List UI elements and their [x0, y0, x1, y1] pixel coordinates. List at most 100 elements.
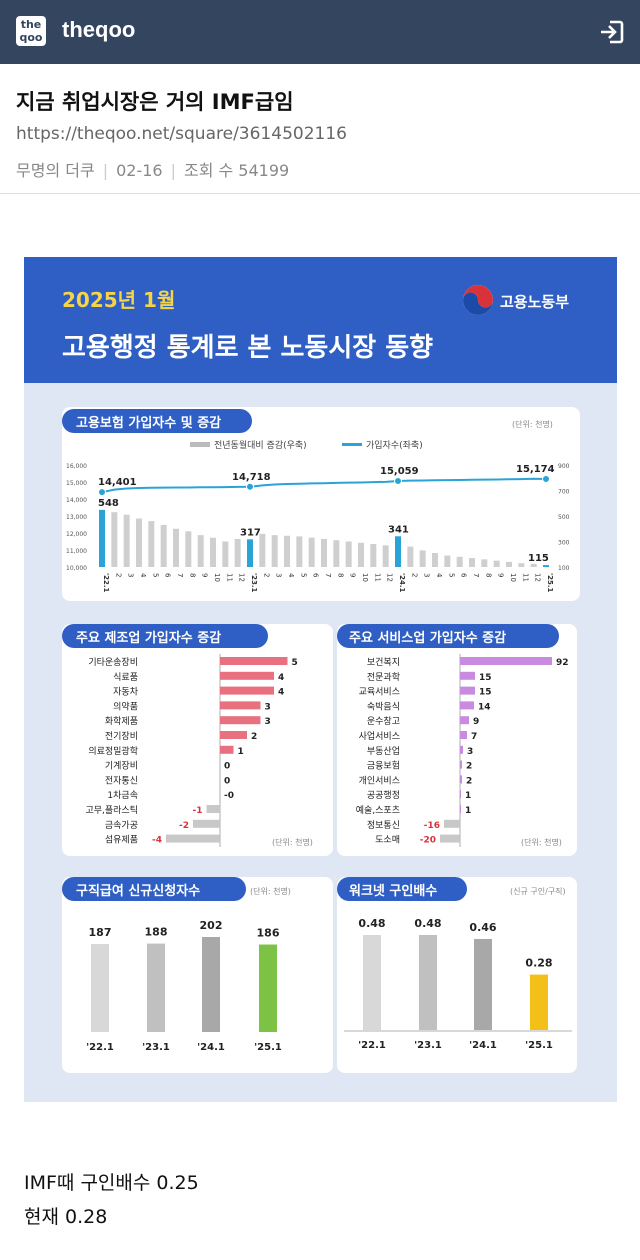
worknet-value-label: 0.48 [414, 917, 441, 930]
y-right-tick: 900 [558, 463, 570, 470]
worknet-x-label: '25.1 [525, 1040, 553, 1051]
card-manufacturing [62, 624, 333, 856]
y-left-tick: 16,000 [66, 463, 87, 470]
services-value-label: 1 [465, 791, 471, 801]
x-tick-label: 3 [127, 573, 135, 577]
theqoo-logo[interactable]: the qoo [16, 16, 46, 46]
change-bar [432, 552, 438, 567]
worknet-bar [419, 935, 437, 1030]
change-bar [111, 512, 118, 567]
manufacturing-bar [220, 731, 247, 739]
manufacturing-category-label: 의료정밀광학 [88, 745, 138, 757]
manufacturing-category-label: 자동차 [113, 686, 139, 698]
change-bar [284, 535, 290, 567]
x-tick-label: 4 [139, 573, 147, 578]
x-tick-label: 11 [521, 573, 529, 582]
y-left-tick: 14,000 [66, 497, 87, 504]
y-right-tick: 500 [558, 514, 570, 521]
ministry-name: 고용노동부 [500, 293, 569, 311]
x-tick-label: 2 [262, 573, 270, 577]
change-bar [456, 556, 463, 567]
post-views: 조회 수 54199 [183, 161, 290, 180]
infographic-title: 고용행정 통계로 본 노동시장 동향 [62, 333, 433, 363]
services-category-label: 보건복지 [367, 657, 400, 668]
services-bar [444, 819, 460, 828]
y-left-tick: 12,000 [66, 531, 87, 538]
services-value-label: 2 [466, 776, 472, 786]
post-body-line: IMF때 구인배수 0.25 [24, 1172, 199, 1194]
change-bar [493, 560, 500, 567]
change-bar [481, 559, 488, 567]
manufacturing-value-label: -2 [179, 821, 189, 831]
x-tick-label: 12 [238, 573, 246, 582]
manufacturing-category-label: 고무,플라스틱 [85, 804, 138, 816]
x-tick-label: 12 [534, 573, 542, 582]
jobseeker-x-label: '23.1 [142, 1042, 170, 1053]
worknet-bar [530, 974, 548, 1030]
post-body-line: 현재 0.28 [24, 1206, 108, 1228]
services-category-label: 운수창고 [367, 716, 400, 727]
pill-services [337, 624, 559, 648]
x-tick-label: 7 [176, 573, 184, 577]
services-category-label: 예술,스포츠 [356, 805, 400, 816]
x-tick-label: '25.1 [546, 573, 554, 593]
worknet-value-label: 0.28 [525, 957, 552, 970]
change-bar [419, 550, 426, 567]
change-bar [321, 538, 327, 567]
post-url[interactable]: https://theqoo.net/square/3614502116 [16, 124, 347, 144]
manufacturing-bar [193, 819, 220, 828]
x-tick-label: 6 [164, 573, 172, 578]
manufacturing-category-label: 기타운송장비 [88, 657, 138, 668]
x-tick-label: 8 [336, 573, 344, 577]
pill-worknet [337, 877, 467, 901]
change-bar [407, 546, 414, 567]
manufacturing-bar [220, 716, 261, 725]
services-unit: (단위: 천명) [521, 837, 562, 847]
manufacturing-value-label: 4 [278, 688, 284, 698]
change-bar [358, 542, 364, 567]
brand-name[interactable]: theqoo [62, 17, 136, 42]
manufacturing-value-label: -0 [224, 791, 234, 801]
x-tick-label: 8 [484, 573, 492, 577]
services-value-label: 92 [556, 658, 569, 668]
post-date: 02-16 [116, 161, 163, 180]
services-bar [460, 671, 475, 680]
services-bar [460, 686, 475, 695]
jobseeker-bar [202, 937, 220, 1032]
jobseeker-x-label: '22.1 [86, 1042, 114, 1053]
subscribers-unit: (단위: 천명) [512, 419, 553, 429]
worknet-x-label: '24.1 [469, 1040, 497, 1051]
services-category-label: 사업서비스 [359, 731, 400, 742]
jobseeker-value-label: 188 [145, 926, 168, 939]
change-bar [530, 563, 537, 567]
worknet-unit: (신규 구인/구직) [510, 886, 566, 896]
y-right-tick: 700 [558, 489, 570, 496]
x-tick-label: '22.1 [102, 573, 110, 593]
meta-divider: | [170, 161, 176, 180]
card-subscribers [62, 407, 580, 601]
manufacturing-bar [220, 701, 261, 710]
subscribers-title: 고용보험 가입자수 및 증감 [76, 415, 221, 431]
manufacturing-bar [220, 686, 274, 695]
manufacturing-value-label: 4 [278, 673, 284, 683]
manufacturing-category-label: 전기장비 [105, 731, 138, 742]
worknet-bar [474, 938, 492, 1030]
x-tick-label: 4 [287, 573, 295, 578]
change-bar [148, 521, 155, 567]
infographic-date: 2025년 1월 [62, 288, 175, 312]
change-bar [99, 509, 105, 567]
worknet-x-label: '22.1 [358, 1040, 386, 1051]
pill-manufacturing [62, 624, 268, 648]
post-author: 무명의 더쿠 [16, 161, 95, 180]
login-icon[interactable] [598, 18, 626, 46]
x-tick-label: 9 [497, 573, 505, 577]
subscribers-point [246, 482, 254, 491]
x-tick-label: 7 [472, 573, 480, 577]
subscribers-value-label: 14,401 [98, 477, 137, 488]
manufacturing-category-label: 전자통신 [105, 775, 138, 786]
logo-bottom-text: qoo [19, 31, 43, 44]
services-bar [460, 775, 462, 784]
services-category-label: 금융보험 [367, 761, 400, 772]
manufacturing-category-label: 기계장비 [105, 760, 138, 772]
change-bar [382, 545, 389, 567]
